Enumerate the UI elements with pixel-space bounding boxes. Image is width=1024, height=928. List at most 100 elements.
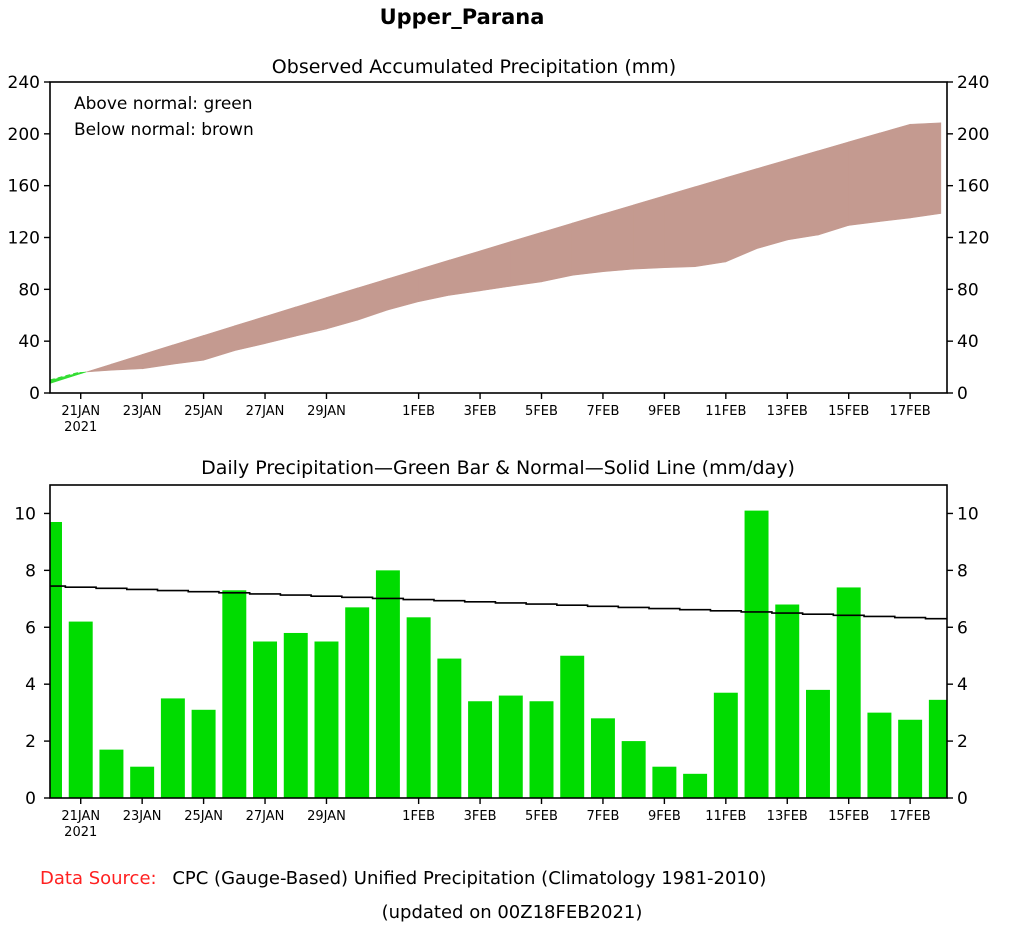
daily-bar <box>375 570 400 798</box>
accumulated-area-segment <box>571 213 604 276</box>
y-tick-label-left: 2 <box>25 732 36 752</box>
daily-bar <box>314 641 339 798</box>
accumulated-area-segment <box>879 123 911 222</box>
x-tick-label: 13FEB <box>767 809 808 824</box>
x-tick-label: 9FEB <box>648 809 681 824</box>
daily-bar <box>253 641 278 798</box>
daily-bars <box>50 510 947 798</box>
y-tick-label-right: 0 <box>957 789 968 809</box>
daily-y-axis: 0 0 2 2 4 4 6 6 8 8 10 10 <box>14 504 978 809</box>
accumulated-area-segment <box>664 186 696 269</box>
daily-bar <box>652 766 677 798</box>
y-tick-label-left: 10 <box>14 504 36 524</box>
daily-bar <box>744 510 769 798</box>
y-tick-label-left: 200 <box>8 125 40 145</box>
daily-x-axis: 21JAN 23JAN 25JAN 27JAN 29JAN 1FEB 3FEB 5FEB 7FE… <box>61 798 931 840</box>
accumulated-area-segment <box>786 150 819 241</box>
y-tick-label-right: 8 <box>957 561 968 581</box>
y-tick-label-left: 4 <box>25 675 36 695</box>
accumulated-area-segment <box>203 325 235 361</box>
source-label: Data Source: <box>40 868 157 889</box>
daily-bar <box>99 749 124 798</box>
y-tick-label-right: 0 <box>957 384 968 404</box>
x-tick-label: 3FEB <box>464 809 497 824</box>
x-tick-label: 15FEB <box>828 809 869 824</box>
y-tick-label-right: 10 <box>957 504 979 524</box>
y-tick-label-left: 240 <box>8 73 40 93</box>
observed-above-line <box>49 371 81 382</box>
x-tick-label: 29JAN <box>307 404 346 419</box>
daily-bar <box>160 698 185 798</box>
daily-bar <box>529 701 554 798</box>
accumulated-area <box>49 122 942 384</box>
x-tick-label: 5FEB <box>525 404 558 419</box>
accumulated-area-segment <box>234 316 266 352</box>
x-tick-label: 23JAN <box>123 404 162 419</box>
accumulated-area-segment <box>694 177 727 268</box>
x-tick-label: 21JAN <box>61 809 100 824</box>
x-tick-label: 13FEB <box>767 404 808 419</box>
daily-bar <box>867 712 892 798</box>
legend-below: Below normal: brown <box>74 120 254 140</box>
accumulated-y-axis: 0 0 40 40 80 80 120 120 160 160 200 200 240 240 <box>8 73 990 404</box>
y-tick-label-right: 2 <box>957 732 968 752</box>
daily-bar <box>68 621 93 798</box>
x-tick-label: 25JAN <box>184 404 223 419</box>
y-tick-label-left: 0 <box>25 789 36 809</box>
y-tick-label-right: 120 <box>957 229 989 249</box>
accumulated-area-segment <box>449 250 481 296</box>
x-tick-label: 27JAN <box>246 809 285 824</box>
y-tick-label-right: 6 <box>957 618 968 638</box>
updated-text: (updated on 00Z18FEB2021) <box>382 902 643 923</box>
daily-bar <box>222 590 247 798</box>
x-tick-label: 21JAN <box>61 404 100 419</box>
y-tick-label-left: 8 <box>25 561 36 581</box>
x-tick-label: 5FEB <box>525 809 558 824</box>
daily-bar <box>437 658 462 798</box>
accumulated-x-axis: 21JAN 23JAN 25JAN 27JAN 29JAN 1FEB 3FEB 5FEB 7FE… <box>61 393 931 435</box>
accumulated-area-segment <box>602 204 634 273</box>
daily-bar <box>406 617 431 798</box>
daily-bar <box>775 604 800 798</box>
x-tick-label: 15FEB <box>828 404 869 419</box>
accumulated-title: Observed Accumulated Precipitation (mm) <box>272 56 676 78</box>
accumulated-area-segment <box>817 141 849 236</box>
accumulated-area-segment <box>541 222 573 283</box>
y-tick-label-right: 80 <box>957 280 979 300</box>
x-tick-label: 27JAN <box>246 404 285 419</box>
accumulated-area-segment <box>387 268 419 311</box>
daily-bar <box>805 689 830 798</box>
x-tick-label: 1FEB <box>402 404 435 419</box>
x-tick-label: 23JAN <box>123 809 162 824</box>
accumulated-area-segment <box>633 195 665 270</box>
y-tick-label-left: 160 <box>8 177 40 197</box>
accumulated-area-segment <box>80 371 87 375</box>
daily-bar <box>898 719 923 798</box>
y-tick-label-left: 80 <box>18 280 40 300</box>
daily-bar <box>345 607 370 798</box>
daily-frame <box>49 484 948 799</box>
accumulated-area-segment <box>141 344 174 370</box>
daily-bar <box>130 766 155 798</box>
daily-bar <box>50 521 62 798</box>
daily-bar <box>683 773 708 798</box>
source-text: CPC (Gauge-Based) Unified Precipitation … <box>172 868 766 889</box>
y-tick-label-right: 40 <box>957 332 979 352</box>
y-tick-label-left: 120 <box>8 229 40 249</box>
accumulated-area-segment <box>356 278 389 321</box>
y-tick-label-right: 200 <box>957 125 989 145</box>
y-tick-label-left: 6 <box>25 618 36 638</box>
x-tick-label: 7FEB <box>586 809 619 824</box>
accumulated-area-segment <box>479 241 512 292</box>
daily-bar <box>713 692 738 798</box>
daily-bar <box>836 587 861 798</box>
x-tick-label: 25JAN <box>184 809 223 824</box>
footer-source: Data Source: CPC (Gauge-Based) Unified P… <box>40 868 766 889</box>
y-tick-label-right: 240 <box>957 73 989 93</box>
x-year-label: 2021 <box>64 420 97 435</box>
daily-bar <box>928 699 947 798</box>
x-tick-label: 1FEB <box>402 809 435 824</box>
main-title: Upper_Parana <box>380 5 545 29</box>
accumulated-area-segment <box>86 363 112 373</box>
